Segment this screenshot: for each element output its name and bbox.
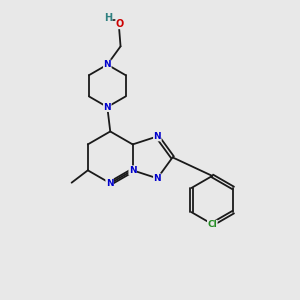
Text: O: O bbox=[116, 19, 124, 29]
Text: N: N bbox=[103, 60, 111, 69]
Text: Cl: Cl bbox=[207, 220, 217, 229]
Text: N: N bbox=[129, 166, 136, 175]
Text: H: H bbox=[104, 13, 112, 23]
Text: N: N bbox=[106, 179, 113, 188]
Text: N: N bbox=[154, 132, 161, 141]
Text: N: N bbox=[103, 103, 111, 112]
Text: N: N bbox=[154, 174, 161, 183]
